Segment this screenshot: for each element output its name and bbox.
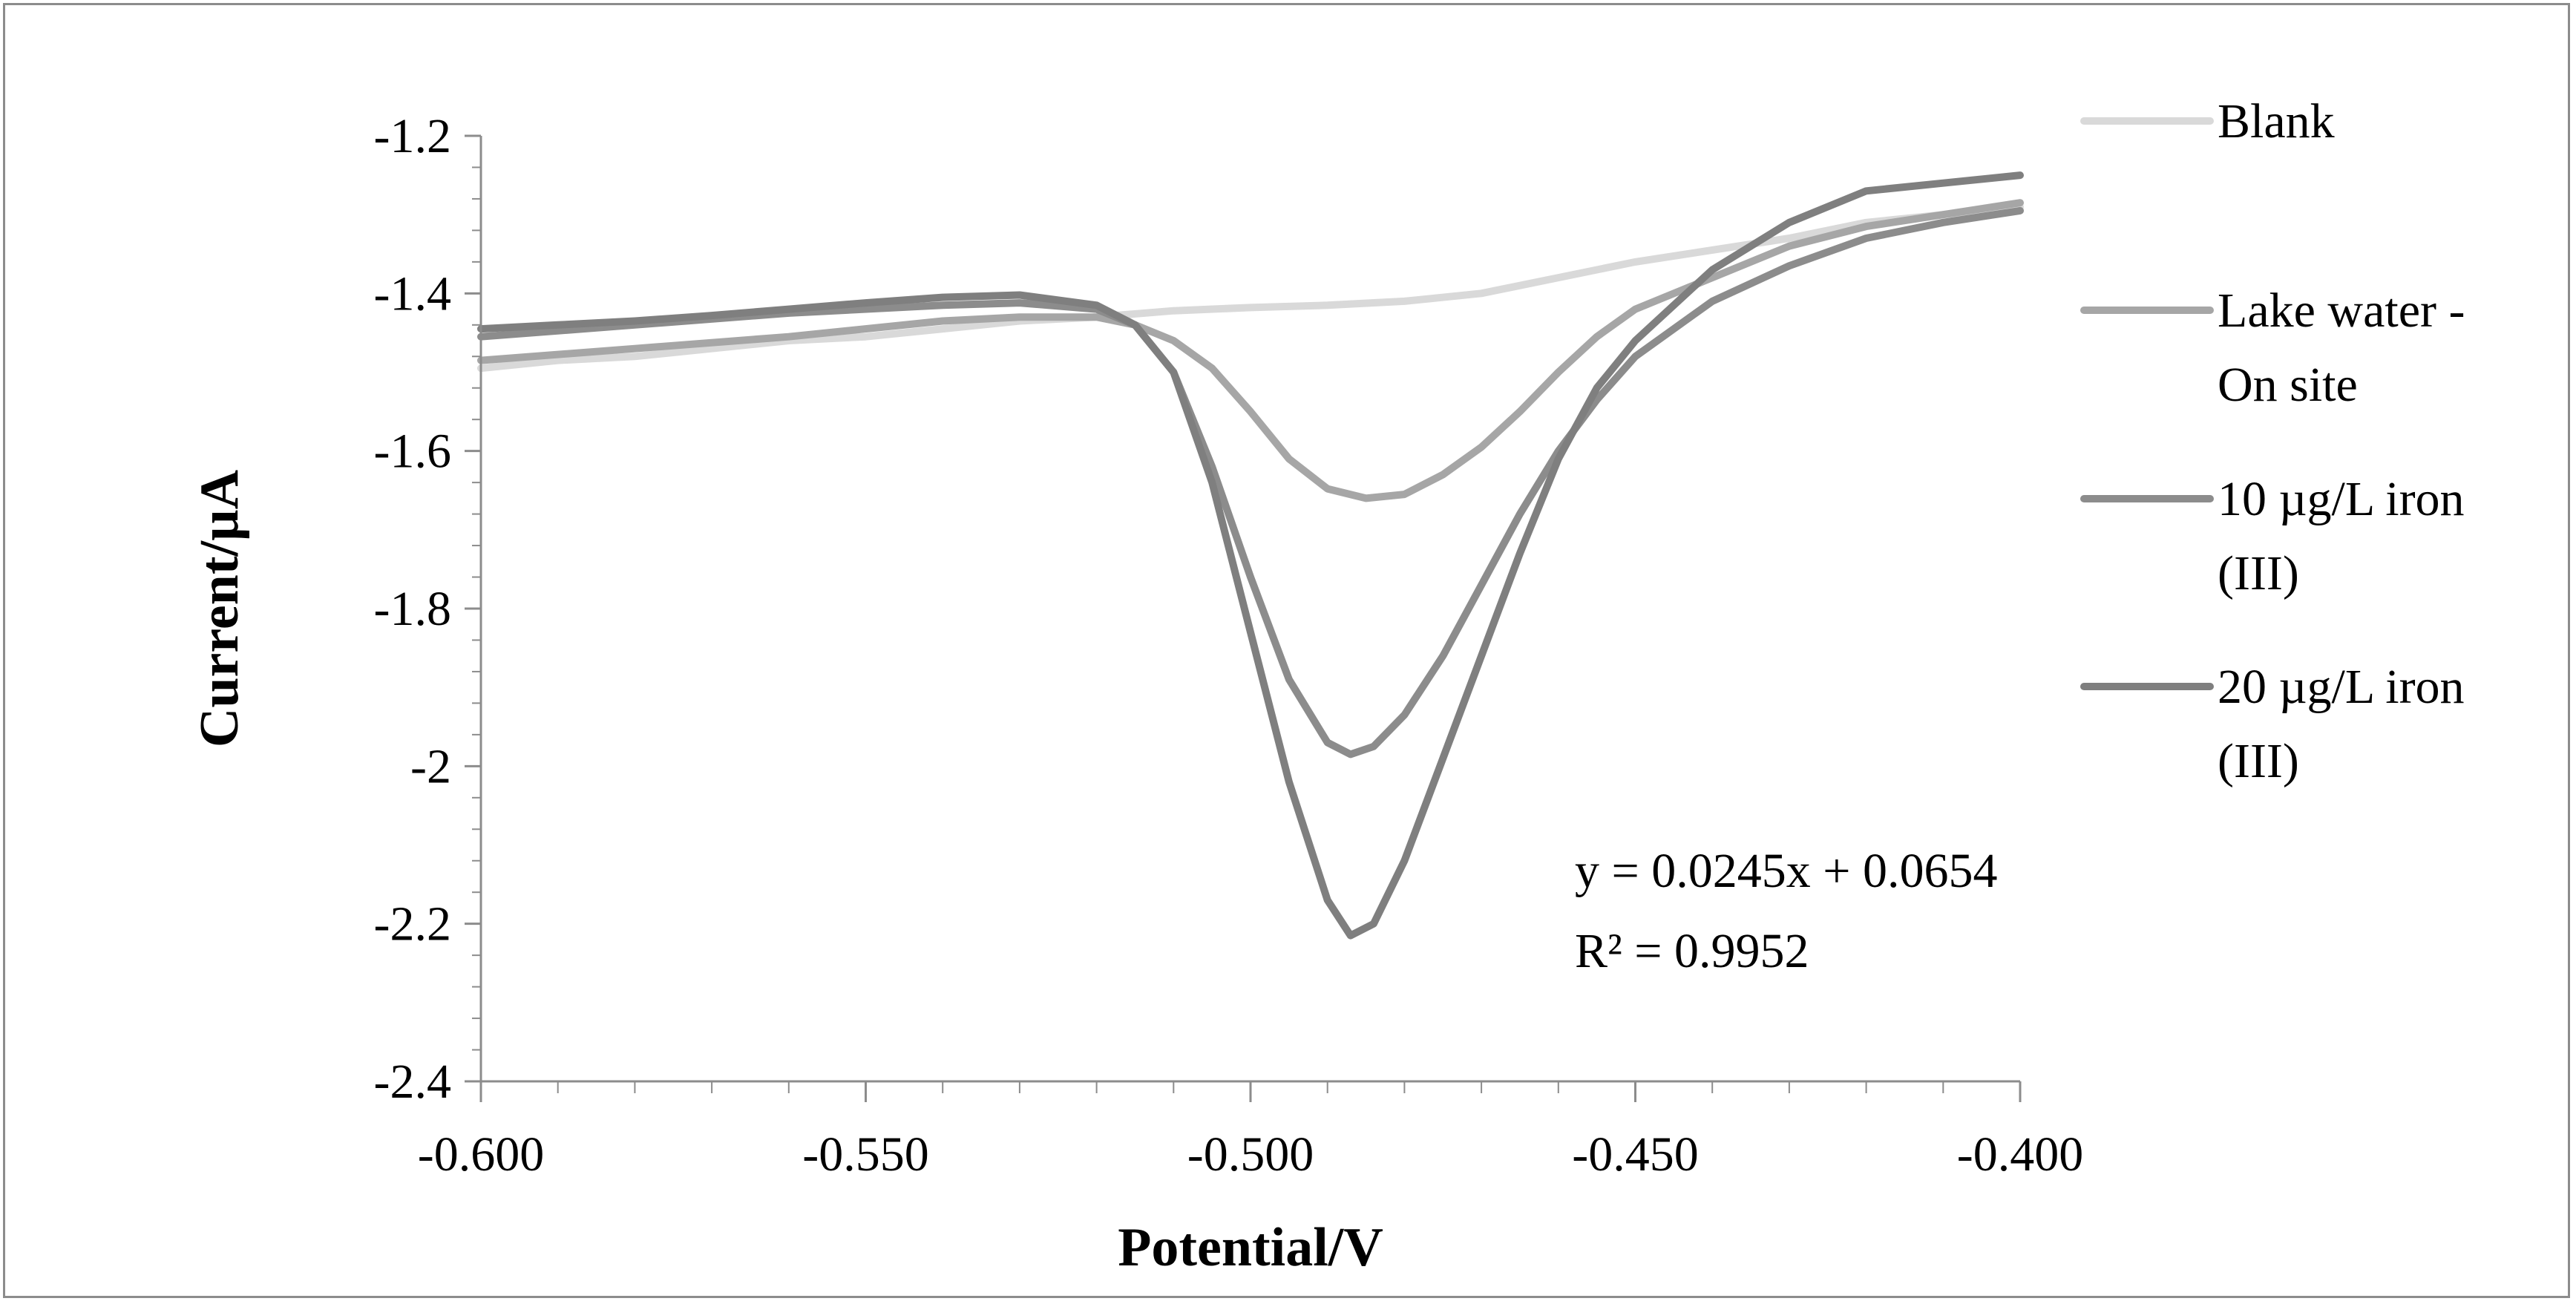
- y-tick-label: -2.2: [374, 897, 451, 951]
- series-line-lake-water-on-site: [477, 199, 2024, 502]
- legend: Blank Lake water - On site 10 µg/L iron (III…: [2080, 94, 2465, 788]
- y-axis-title: Current/µA: [189, 470, 250, 747]
- x-tick-label: -0.600: [418, 1127, 544, 1182]
- x-tick-label: -0.450: [1572, 1127, 1698, 1182]
- y-tick-label: -1.4: [374, 266, 451, 321]
- x-tick-label: -0.500: [1187, 1127, 1314, 1182]
- series-group: [477, 171, 2024, 940]
- legend-label-20-g-l-iron-iii: 20 µg/L iron: [2218, 660, 2465, 714]
- x-tick-label: -0.550: [802, 1127, 928, 1182]
- y-tick-label: -2: [410, 739, 451, 793]
- y-tick-label: -1.2: [374, 109, 451, 163]
- series-line-10-g-l-iron-iii: [477, 206, 2024, 759]
- legend-label-10-g-l-iron-iii: (III): [2218, 546, 2299, 600]
- trendline-equation: y = 0.0245x + 0.0654: [1575, 844, 1997, 898]
- x-axis-title: Potential/V: [1118, 1217, 1383, 1278]
- r-squared-label: R² = 0.9952: [1575, 924, 1809, 978]
- legend-label-lake-water-on-site: On site: [2218, 358, 2358, 412]
- legend-label-lake-water-on-site: Lake water -: [2218, 284, 2465, 338]
- x-tick-label: -0.400: [1957, 1127, 2083, 1182]
- ticks-group: -1.2 -1.4 -1.6 -1.8 -2 -2.2 -2.4 -0.600 -0.550 -0…: [374, 109, 2084, 1182]
- plot-area: -1.2 -1.4 -1.6 -1.8 -2 -2.2 -2.4 -0.600 -0.550 -0…: [374, 109, 2084, 1182]
- legend-label-blank: Blank: [2218, 94, 2335, 148]
- series-line-20-g-l-iron-iii: [477, 171, 2024, 940]
- y-tick-label: -1.6: [374, 425, 451, 479]
- y-tick-label: -1.8: [374, 582, 451, 636]
- y-tick-label: -2.4: [374, 1055, 451, 1109]
- legend-label-20-g-l-iron-iii: (III): [2218, 734, 2299, 788]
- legend-label-10-g-l-iron-iii: 10 µg/L iron: [2218, 472, 2465, 526]
